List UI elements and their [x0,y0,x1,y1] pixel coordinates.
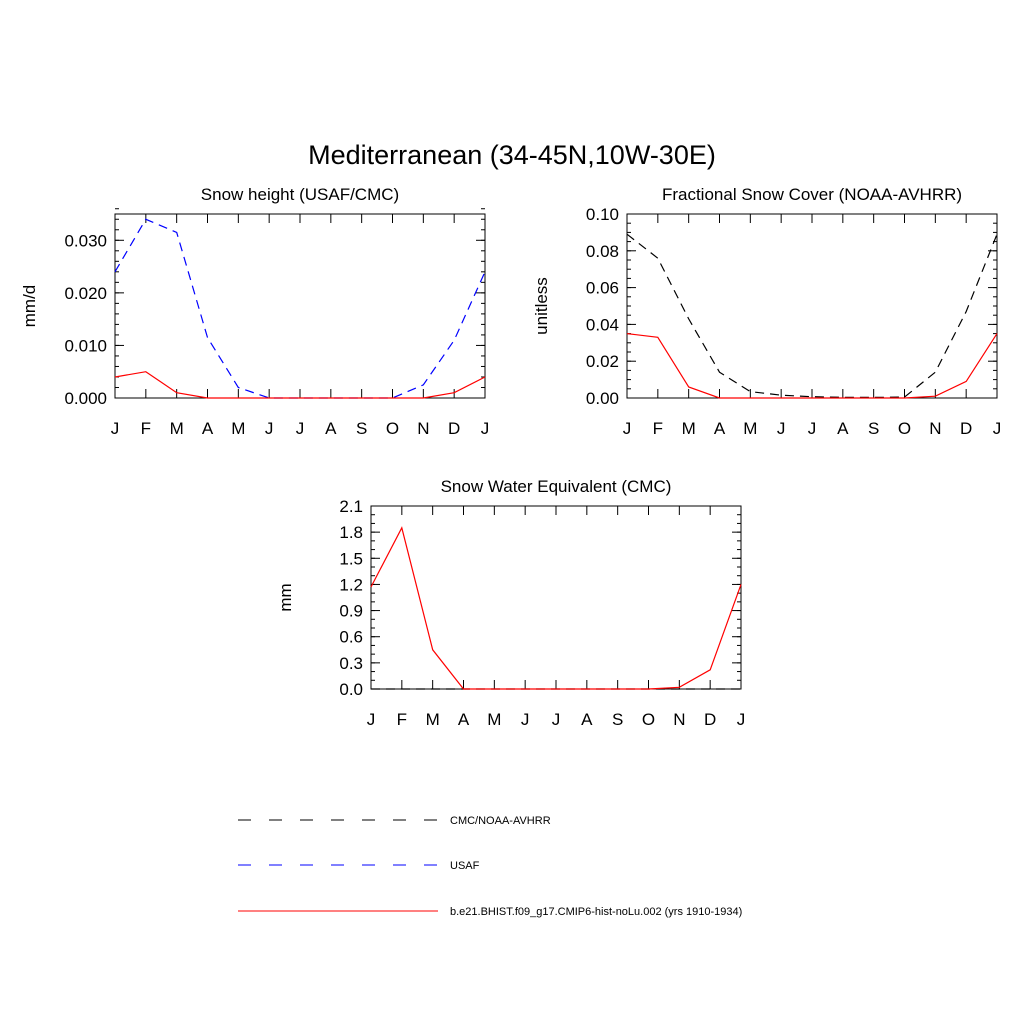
x-tick-label: A [325,419,337,438]
y-axis-label: mm [276,583,295,611]
x-tick-label: N [417,419,429,438]
x-tick-label: A [837,419,849,438]
x-tick-label: N [673,710,685,729]
series-line-obs [626,233,998,399]
x-tick-label: J [265,419,274,438]
series-line-model [626,333,998,399]
x-tick-label: D [960,419,972,438]
x-tick-label: J [552,710,561,729]
x-tick-label: J [777,419,786,438]
plot-snow-height: Snow height (USAF/CMC) 0.000 0.010 0.020 0.0… [20,185,489,438]
plot-frame [370,505,742,690]
series-line-usaf [114,218,486,399]
x-tick-label: O [642,710,655,729]
panel-title: Snow Water Equivalent (CMC) [441,477,672,496]
legend-label: CMC/NOAA-AVHRR [450,815,551,827]
x-tick-label: A [581,710,593,729]
y-tick-label: 0.020 [64,284,107,303]
x-tick-label: O [898,419,911,438]
series-line-model [370,526,742,690]
y-tick-label: 0.06 [586,279,619,298]
x-tick-label: J [111,419,120,438]
x-tick-label: F [397,710,407,729]
x-tick-label: M [682,419,696,438]
x-tick-label: J [623,419,632,438]
panel-title: Snow height (USAF/CMC) [201,185,399,204]
x-tick-label: M [231,419,245,438]
x-tick-label: N [929,419,941,438]
y-tick-label: 1.5 [339,549,363,568]
y-tick-label: 0.0 [339,680,363,699]
legend-label: b.e21.BHIST.f09_g17.CMIP6-hist-noLu.002 … [450,906,742,918]
x-tick-label: M [426,710,440,729]
x-tick-label: J [808,419,817,438]
x-tick-label: S [868,419,879,438]
plot-fractional-snow-cover: Fractional Snow Cover (NOAA-AVHRR) 0.00 0.… [532,185,1001,438]
y-tick-label: 0.010 [64,336,107,355]
y-tick-label: 0.04 [586,315,619,334]
y-tick-label: 0.3 [339,654,363,673]
y-axis-label: unitless [532,277,551,335]
x-tick-label: J [521,710,530,729]
x-tick-label: S [356,419,367,438]
x-tick-label: D [448,419,460,438]
x-tick-label: S [612,710,623,729]
y-tick-label: 2.1 [339,497,363,516]
y-tick-label: 1.2 [339,575,363,594]
x-tick-label: A [714,419,726,438]
y-tick-label: 0.08 [586,242,619,261]
x-tick-label: A [458,710,470,729]
plot-snow-water-equivalent: Snow Water Equivalent (CMC) 0.0 0.3 0.6 0.9 1… [276,477,745,729]
x-tick-label: F [653,419,663,438]
y-tick-label: 1.8 [339,523,363,542]
x-tick-label: O [386,419,399,438]
y-tick-label: 0.02 [586,352,619,371]
panel-title: Fractional Snow Cover (NOAA-AVHRR) [662,185,962,204]
y-tick-label: 0.030 [64,231,107,250]
x-tick-label: J [481,419,490,438]
x-tick-label: J [296,419,305,438]
x-tick-label: J [737,710,746,729]
x-tick-label: J [367,710,376,729]
y-axis-ticks [114,208,486,399]
y-tick-label: 0.000 [64,389,107,408]
x-tick-label: F [141,419,151,438]
y-axis-ticks [370,505,742,690]
main-title: Mediterranean (34-45N,10W-30E) [308,140,716,170]
x-tick-label: J [993,419,1002,438]
legend: CMC/NOAA-AVHRR USAF b.e21.BHIST.f09_g17.CM… [238,815,742,918]
y-tick-label: 0.00 [586,389,619,408]
y-tick-label: 0.6 [339,628,363,647]
x-tick-label: M [743,419,757,438]
y-tick-label: 0.9 [339,602,363,621]
series-line-model [114,371,486,399]
plot-frame [114,213,486,399]
y-axis-label: mm/d [20,285,39,328]
x-tick-label: M [487,710,501,729]
x-tick-label: A [202,419,214,438]
y-tick-label: 0.10 [586,205,619,224]
x-tick-label: M [170,419,184,438]
x-tick-label: D [704,710,716,729]
legend-label: USAF [450,860,480,872]
